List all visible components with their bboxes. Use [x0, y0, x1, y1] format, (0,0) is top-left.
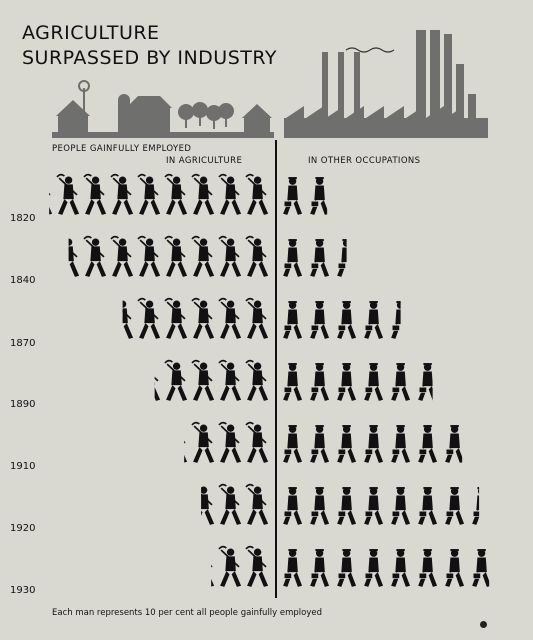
agriculture-figure — [246, 361, 268, 401]
year-label-1890: 1890 — [10, 399, 35, 410]
agriculture-figure — [57, 237, 79, 277]
industry-figure — [283, 425, 302, 463]
industry-figure — [283, 487, 302, 525]
agriculture-figure — [219, 423, 241, 463]
industry-figure — [445, 425, 464, 463]
industry-figure — [364, 301, 383, 339]
industry-figure — [337, 301, 356, 339]
year-label-1920: 1920 — [10, 523, 35, 534]
industry-figure — [391, 363, 410, 401]
industry-figure — [472, 549, 491, 587]
agriculture-figure — [219, 547, 241, 587]
industry-figure — [283, 363, 302, 401]
agriculture-figure — [192, 237, 214, 277]
agriculture-figure — [246, 299, 268, 339]
agriculture-figure — [165, 299, 187, 339]
agriculture-figure — [111, 175, 133, 215]
figures-layer — [30, 175, 491, 587]
agriculture-figure — [192, 485, 214, 525]
year-label-1930: 1930 — [10, 585, 35, 596]
row-1820 — [30, 175, 329, 215]
agriculture-figure — [246, 485, 268, 525]
industry-figure — [445, 549, 464, 587]
year-labels: 1820 1840 1870 1890 1910 1920 1930 — [10, 213, 35, 596]
industry-figure — [283, 549, 302, 587]
industry-figure — [337, 487, 356, 525]
industry-figure — [391, 301, 410, 339]
industry-figure — [364, 549, 383, 587]
industry-figure — [418, 425, 437, 463]
agriculture-figure — [219, 237, 241, 277]
farm-illustration — [52, 81, 274, 138]
agriculture-figure — [111, 237, 133, 277]
page-mark — [480, 621, 487, 628]
industry-figure — [364, 487, 383, 525]
agriculture-figure — [138, 299, 160, 339]
agriculture-figure — [246, 547, 268, 587]
agriculture-figure — [192, 299, 214, 339]
industry-figure — [472, 487, 491, 525]
year-label-1820: 1820 — [10, 213, 35, 224]
industry-figure — [391, 549, 410, 587]
row-1870 — [111, 299, 410, 339]
industry-figure — [283, 177, 302, 215]
agriculture-figure — [192, 423, 214, 463]
agriculture-figure — [84, 237, 106, 277]
industry-figure — [337, 549, 356, 587]
industry-figure — [391, 487, 410, 525]
agriculture-figure — [246, 423, 268, 463]
industry-figure — [310, 239, 329, 277]
row-1910 — [165, 423, 464, 463]
agriculture-figure — [192, 175, 214, 215]
industry-figure — [445, 487, 464, 525]
row-1920 — [192, 485, 491, 525]
factory-illustration — [284, 30, 488, 138]
industry-figure — [310, 487, 329, 525]
agriculture-figure — [246, 237, 268, 277]
industry-figure — [391, 425, 410, 463]
agriculture-figure — [246, 175, 268, 215]
industry-figure — [337, 363, 356, 401]
year-label-1870: 1870 — [10, 338, 35, 349]
footnote: Each man represents 10 per cent all peop… — [52, 608, 322, 618]
agriculture-figure — [219, 299, 241, 339]
agriculture-figure — [165, 175, 187, 215]
agriculture-figure — [165, 361, 187, 401]
row-1930 — [192, 547, 491, 587]
agriculture-figure — [138, 361, 160, 401]
industry-figure — [364, 425, 383, 463]
industry-figure — [283, 301, 302, 339]
agriculture-figure — [165, 237, 187, 277]
industry-figure — [418, 549, 437, 587]
industry-figure — [310, 425, 329, 463]
agriculture-figure — [219, 485, 241, 525]
industry-figure — [310, 301, 329, 339]
agriculture-figure — [84, 175, 106, 215]
agriculture-figure — [138, 175, 160, 215]
industry-figure — [310, 549, 329, 587]
industry-figure — [310, 363, 329, 401]
industry-figure — [283, 239, 302, 277]
industry-figure — [364, 363, 383, 401]
year-label-1840: 1840 — [10, 275, 35, 286]
agriculture-figure — [192, 547, 214, 587]
row-1840 — [57, 237, 356, 277]
industry-figure — [418, 363, 437, 401]
industry-figure — [310, 177, 329, 215]
agriculture-figure — [165, 423, 187, 463]
agriculture-figure — [57, 175, 79, 215]
row-1890 — [138, 361, 437, 401]
agriculture-figure — [219, 361, 241, 401]
year-label-1910: 1910 — [10, 461, 35, 472]
agriculture-figure — [219, 175, 241, 215]
agriculture-figure — [111, 299, 133, 339]
agriculture-figure — [138, 237, 160, 277]
industry-figure — [337, 239, 356, 277]
agriculture-figure — [30, 175, 52, 215]
industry-figure — [418, 487, 437, 525]
agriculture-figure — [192, 361, 214, 401]
industry-figure — [337, 425, 356, 463]
